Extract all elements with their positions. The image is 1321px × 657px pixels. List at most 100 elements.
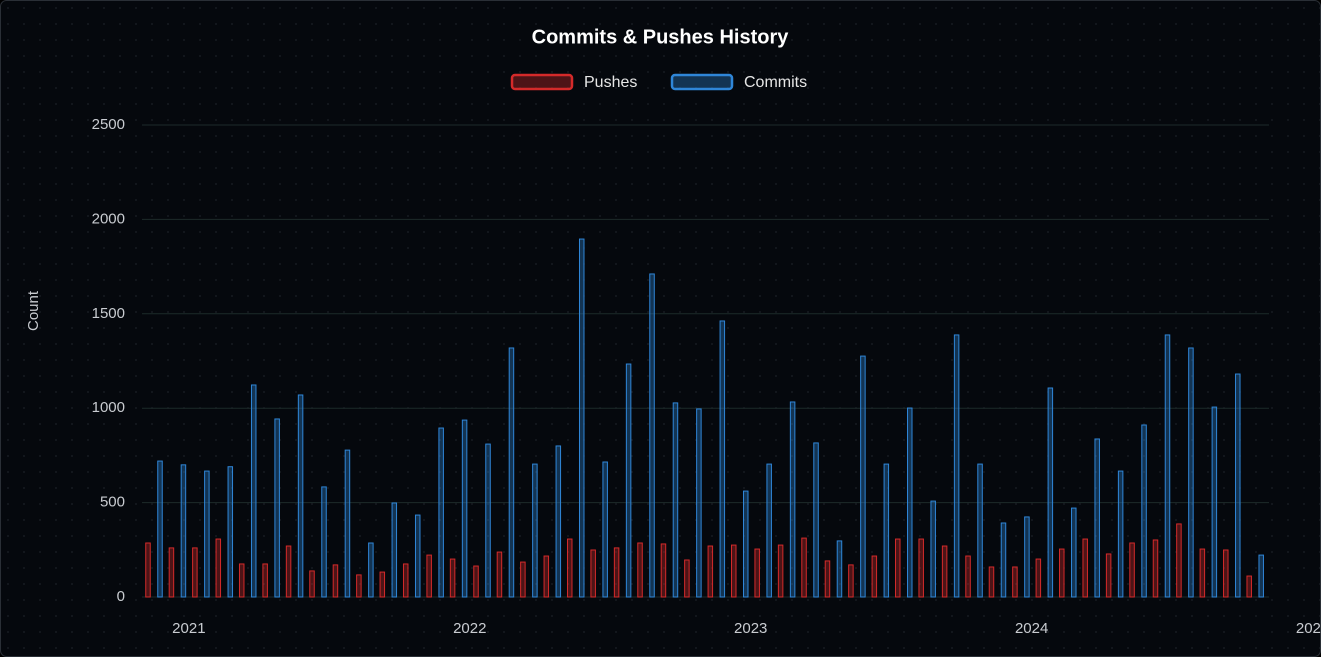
bar xyxy=(1012,566,1018,598)
bar xyxy=(696,408,702,598)
bar xyxy=(145,542,151,598)
bar xyxy=(215,538,222,598)
bar xyxy=(485,443,491,598)
bar xyxy=(1105,553,1112,598)
bar xyxy=(1246,575,1252,598)
bar xyxy=(649,273,655,598)
bar xyxy=(1188,347,1194,598)
bar xyxy=(848,564,854,598)
x-tick-label: 2022 xyxy=(453,620,486,637)
bar xyxy=(461,419,468,598)
bar xyxy=(613,547,620,598)
bar xyxy=(332,564,339,598)
bar xyxy=(1094,438,1100,598)
bar xyxy=(1141,424,1147,598)
bar xyxy=(414,514,421,598)
bar xyxy=(356,574,362,598)
bar xyxy=(426,554,432,598)
bar xyxy=(532,463,538,598)
bar xyxy=(321,486,327,598)
bar xyxy=(590,549,596,598)
bar xyxy=(918,538,924,598)
bar xyxy=(660,543,667,598)
bar xyxy=(1000,522,1007,598)
bar xyxy=(965,555,971,598)
x-tick-label: 2025 xyxy=(1296,620,1321,637)
bar xyxy=(801,537,807,598)
bar xyxy=(520,561,526,598)
bar xyxy=(1129,542,1135,598)
bar xyxy=(836,540,843,598)
bar xyxy=(250,384,257,598)
bar xyxy=(274,418,280,598)
bar xyxy=(883,463,890,598)
bar xyxy=(684,559,690,598)
bar xyxy=(1211,406,1218,598)
bar xyxy=(168,547,175,598)
bar xyxy=(309,570,315,598)
bar xyxy=(402,563,409,598)
bar xyxy=(227,466,234,598)
bar xyxy=(1071,507,1077,598)
bar xyxy=(719,320,726,598)
bar xyxy=(637,542,643,598)
bar xyxy=(508,347,515,598)
bar xyxy=(379,571,386,598)
bar xyxy=(907,407,913,598)
bar xyxy=(391,502,398,598)
bar xyxy=(871,555,878,598)
bar xyxy=(297,394,304,598)
bar xyxy=(754,548,760,598)
bar xyxy=(543,555,550,598)
y-tick-label: 2500 xyxy=(92,116,125,133)
x-tick-label: 2023 xyxy=(734,620,767,637)
y-tick-label: 1500 xyxy=(92,305,125,322)
bar xyxy=(1035,558,1042,598)
bar xyxy=(555,445,562,598)
bar xyxy=(204,470,210,598)
bar xyxy=(707,545,714,598)
legend-swatch xyxy=(510,73,574,91)
x-tick-label: 2021 xyxy=(172,620,205,637)
bar xyxy=(238,563,245,598)
bar xyxy=(157,460,163,598)
y-tick-label: 2000 xyxy=(92,210,125,227)
bar xyxy=(766,463,772,598)
bar xyxy=(777,544,784,598)
bar xyxy=(344,449,351,598)
y-axis-label: Count xyxy=(25,290,42,331)
bar xyxy=(1223,549,1229,598)
y-tick-label: 1000 xyxy=(92,399,125,416)
bar xyxy=(672,402,679,598)
bar xyxy=(789,401,796,598)
bar xyxy=(895,538,901,598)
bar xyxy=(285,545,292,598)
bar xyxy=(625,363,632,598)
bar xyxy=(473,565,479,598)
y-tick-label: 0 xyxy=(117,588,125,605)
bar xyxy=(731,544,737,598)
bar xyxy=(1117,470,1124,598)
bar xyxy=(1176,523,1182,598)
bar xyxy=(262,563,268,598)
bar xyxy=(860,355,866,598)
bar xyxy=(824,560,831,598)
bar xyxy=(1258,554,1264,598)
bar xyxy=(180,464,187,598)
bar xyxy=(743,490,749,598)
bar xyxy=(1164,334,1171,598)
x-tick-label: 2024 xyxy=(1015,620,1048,637)
bar xyxy=(813,442,819,598)
bar xyxy=(192,547,198,598)
bar xyxy=(988,566,995,598)
bar xyxy=(1235,373,1241,598)
bar xyxy=(1199,548,1206,598)
bar xyxy=(1059,548,1065,598)
bar xyxy=(930,500,936,598)
bar xyxy=(578,238,585,598)
bar xyxy=(449,558,456,598)
bar xyxy=(496,551,503,598)
legend-label: Pushes xyxy=(584,74,637,91)
bar xyxy=(1082,538,1088,598)
